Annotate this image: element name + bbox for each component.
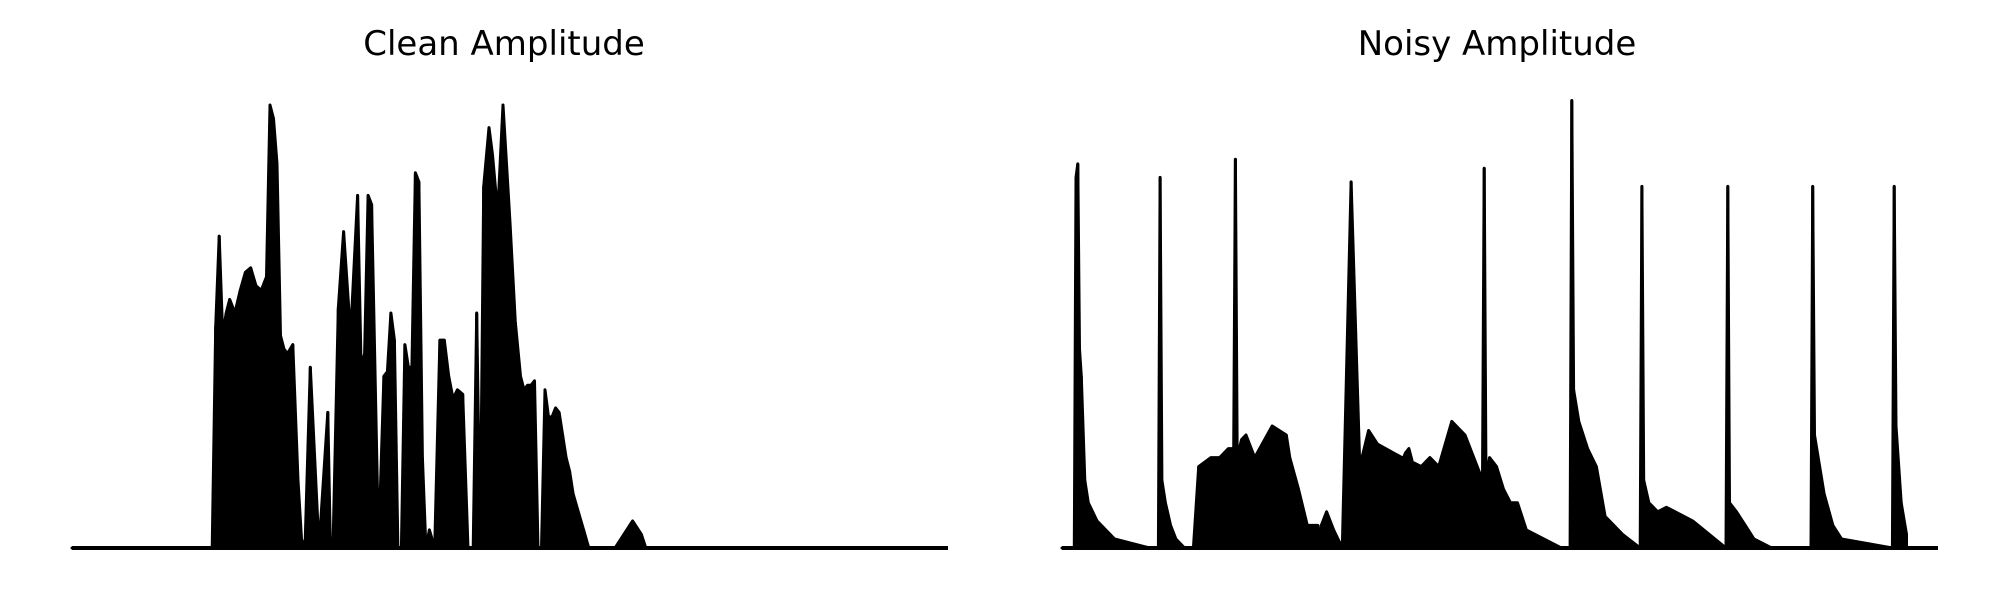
noisy-amplitude-plot	[1060, 99, 1938, 550]
chart-title: Noisy Amplitude	[1357, 24, 1637, 64]
amplitude-envelope	[70, 103, 687, 550]
clean-amplitude-panel: Clean Amplitude	[70, 24, 948, 550]
chart-title: Clean Amplitude	[363, 24, 645, 64]
clean-amplitude-plot	[70, 103, 948, 550]
noisy-amplitude-panel: Noisy Amplitude	[1000, 0, 2000, 600]
